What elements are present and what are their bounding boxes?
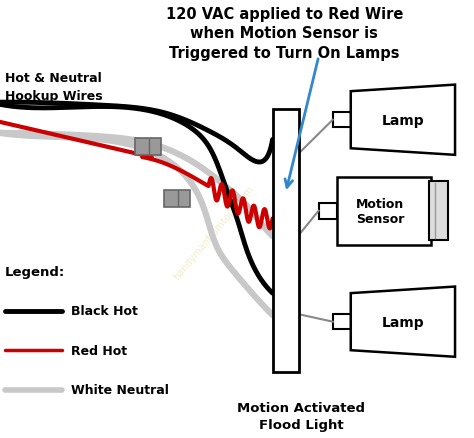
Bar: [164, 191, 190, 207]
Text: Motion Activated
Flood Light: Motion Activated Flood Light: [237, 401, 365, 431]
Bar: [135, 139, 161, 155]
Text: Hot & Neutral
Hookup Wires: Hot & Neutral Hookup Wires: [5, 72, 102, 103]
Text: Lamp: Lamp: [382, 315, 424, 329]
Text: White Neutral: White Neutral: [71, 383, 169, 396]
Bar: [333, 314, 351, 329]
Polygon shape: [351, 85, 455, 155]
Text: 120 VAC applied to Red Wire
when Motion Sensor is
Triggered to Turn On Lamps: 120 VAC applied to Red Wire when Motion …: [166, 7, 403, 61]
Text: handymanfromtops.com: handymanfromtops.com: [171, 183, 255, 281]
Bar: [319, 204, 337, 219]
Text: Black Hot: Black Hot: [71, 304, 138, 318]
Polygon shape: [351, 287, 455, 357]
Text: Motion
Sensor: Motion Sensor: [356, 198, 404, 225]
Text: Lamp: Lamp: [382, 113, 424, 127]
Bar: [337, 177, 431, 245]
Bar: [429, 182, 448, 241]
Bar: [273, 110, 299, 372]
Text: Red Hot: Red Hot: [71, 344, 127, 357]
Text: Legend:: Legend:: [5, 265, 65, 278]
Bar: [333, 113, 351, 128]
